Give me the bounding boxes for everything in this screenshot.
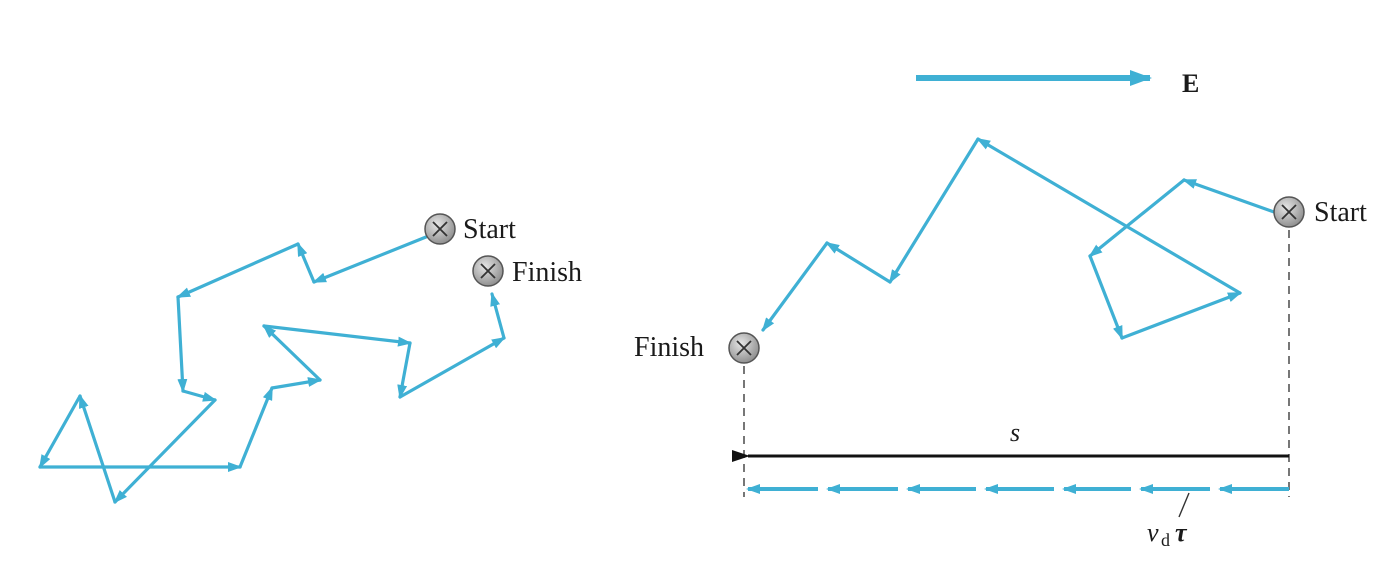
- drift-v-label: v: [1147, 518, 1159, 547]
- walk-step-arrow: [296, 242, 316, 284]
- drift-label-leader: [1178, 492, 1190, 518]
- circle-x-icon: [1273, 196, 1305, 228]
- drift-sub-label: d: [1161, 530, 1170, 550]
- right-finish-marker: Finish: [634, 332, 760, 364]
- walk-step-arrow: [176, 242, 300, 299]
- walk-step-arrow: [38, 394, 82, 469]
- walk-step-arrow: [1088, 178, 1186, 258]
- right-random-walk: [761, 137, 1276, 340]
- right-finish-label: Finish: [634, 332, 704, 363]
- walk-step-arrow: [398, 336, 506, 399]
- displacement-label: s: [1010, 418, 1020, 447]
- walk-step-arrow: [397, 341, 412, 399]
- walk-step-arrow: [181, 389, 217, 402]
- displacement-vector: s: [732, 418, 1289, 462]
- electric-field-indicator: E: [916, 69, 1199, 98]
- walk-step-arrow: [1088, 254, 1124, 340]
- walk-step-arrow: [113, 398, 217, 504]
- left-random-walk: [38, 235, 506, 504]
- right-start-marker: Start: [1273, 196, 1367, 228]
- walk-step-arrow: [825, 241, 892, 284]
- circle-x-icon: [728, 332, 760, 364]
- circle-x-icon: [472, 255, 504, 287]
- left-finish-marker: Finish: [472, 255, 582, 288]
- drift-tau-label: τ: [1175, 518, 1188, 547]
- drift-label: v d τ: [1147, 492, 1190, 550]
- walk-step-arrow: [490, 292, 506, 340]
- walk-step-arrow: [312, 235, 428, 284]
- walk-step-arrow: [262, 324, 412, 347]
- left-start-marker: Start: [424, 213, 516, 245]
- right-start-label: Start: [1314, 197, 1367, 228]
- walk-step-arrow: [262, 324, 322, 382]
- walk-step-arrow: [270, 377, 322, 390]
- circle-x-icon: [424, 213, 456, 245]
- walk-step-arrow: [78, 394, 117, 504]
- walk-step-arrow: [761, 241, 829, 332]
- field-label: E: [1182, 69, 1199, 98]
- walk-step-arrow: [976, 137, 1242, 295]
- walk-step-arrow: [176, 295, 188, 393]
- walk-step-arrow: [888, 137, 980, 284]
- walk-step-arrow: [1120, 291, 1242, 340]
- walk-step-arrow: [1182, 178, 1276, 214]
- left-finish-label: Finish: [512, 257, 582, 288]
- walk-step-arrow: [238, 386, 274, 469]
- left-start-label: Start: [463, 214, 516, 245]
